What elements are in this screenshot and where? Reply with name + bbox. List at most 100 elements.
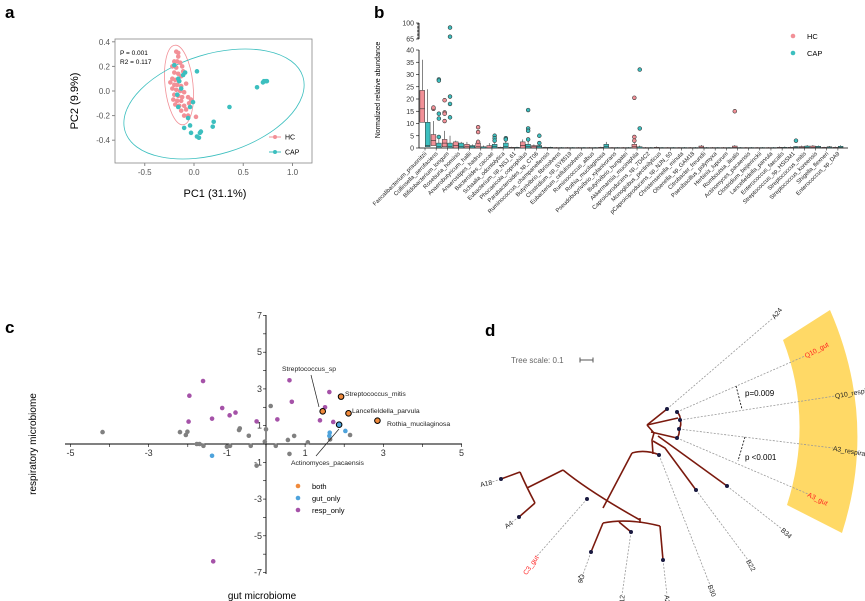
y-tick-label: 0.2 [99,62,111,71]
tip-node [517,515,521,519]
both-point [319,408,326,415]
y-tick-label: -1 [254,457,262,467]
hc-point [172,70,177,75]
tip-label-a20: A20 [663,595,671,601]
cap-outlier [525,107,531,113]
cap-point [178,86,184,91]
both-point [374,417,381,424]
hc-outlier [475,139,481,145]
tip-node [589,550,593,554]
pcoa-y-label: PC2 (9.9%) [69,73,81,130]
x-tick-label: -3 [145,448,153,458]
tip-node [585,497,589,501]
y-tick-label: -0.2 [96,112,110,121]
other-point [287,451,292,457]
cap-outlier [436,78,442,83]
other-point [305,440,311,445]
resp-only-point [187,393,192,399]
legend-resp-only-label: resp_only [312,506,345,515]
cap-point [172,62,177,68]
hc-outlier [442,111,447,116]
cap-outlier [447,115,453,120]
tip-node [677,427,681,431]
cap-point [187,123,193,128]
x-tick-label: 1.0 [287,168,299,177]
resp-only-point [210,559,216,564]
tip-connector [579,551,592,584]
hc-point [186,101,192,106]
cap-outlier [503,137,509,142]
cap-outlier [447,101,453,107]
legend-cap-dot [273,150,277,154]
y-tick-label: 35 [406,60,414,67]
pcoa-plot-frame [114,38,313,164]
legend-both-dot [295,483,301,489]
cap-outlier [447,34,453,39]
other-point [291,433,297,439]
other-point [268,403,273,409]
cap-box [525,144,531,149]
cap-box [447,142,453,149]
tip-node [675,436,679,440]
cap-box [503,142,509,149]
x-tick-label: -0.5 [138,168,152,177]
hc-point [170,86,175,91]
hc-outlier [442,98,447,103]
hc-outlier [442,118,447,124]
hc-point [178,98,184,104]
boxplot-y-label: Normalized relative abundance [375,42,382,139]
tip-node [499,477,503,481]
hc-point [179,64,185,69]
scatter-y-label: respiratory microbiome [28,393,39,495]
tip-node [665,407,669,411]
gut-only-point [343,428,348,434]
x-tick-label: 0.5 [238,168,250,177]
cap-point [190,99,196,105]
tip-label-q6: Q6 [576,573,586,584]
cap-outlier [447,25,453,30]
pcoa-plot: P = 0.001 R2 = 0.117 PC1 (31.1%) PC2 (9.… [69,38,313,200]
tip-connector [726,485,783,530]
cap-box [492,144,498,149]
boxplot-legend: HC CAP [790,32,822,58]
x-tick-label: 1 [303,448,308,458]
hc-outlier [632,134,637,140]
x-tick-label: 0.0 [188,168,200,177]
hc-box [464,144,470,149]
hc-point [175,54,181,59]
cap-outlier [492,138,497,143]
cap-point [174,92,180,97]
cap-outlier [637,126,642,131]
other-point [273,443,279,449]
cap-outlier [525,137,531,142]
other-point [347,432,353,438]
y-tick-label: 20 [406,97,414,104]
hc-box [486,145,492,149]
tip-label-c3-gut: C3_gut [522,554,540,576]
resp-only-point [317,418,323,423]
tree-branches [500,408,728,561]
tip-node [661,558,665,562]
resp-only-point [200,378,206,384]
cap-box [436,142,442,149]
cap-outlier [793,138,799,143]
p-value-q10: p=0.009 [745,389,775,398]
correlation-scatter: gut microbiome respiratory microbiome bo… [28,310,464,601]
tip-connector [676,355,806,413]
y-tick-label: 5 [257,347,262,357]
hc-box [520,141,526,149]
hc-point [173,87,179,93]
scatter-x-label: gut microbiome [228,591,297,601]
y-tick-label: 1 [257,421,262,431]
hc-box [453,141,459,149]
legend-resp-only-dot [295,507,301,513]
hc-point [168,80,173,85]
tip-label-a18: A18 [480,480,493,489]
cap-point [175,104,181,110]
other-point [237,426,243,431]
resp-only-point [330,419,336,425]
other-point [246,433,252,439]
hc-outlier [732,109,737,114]
tip-connector [695,489,749,561]
tip-connector [666,317,774,410]
